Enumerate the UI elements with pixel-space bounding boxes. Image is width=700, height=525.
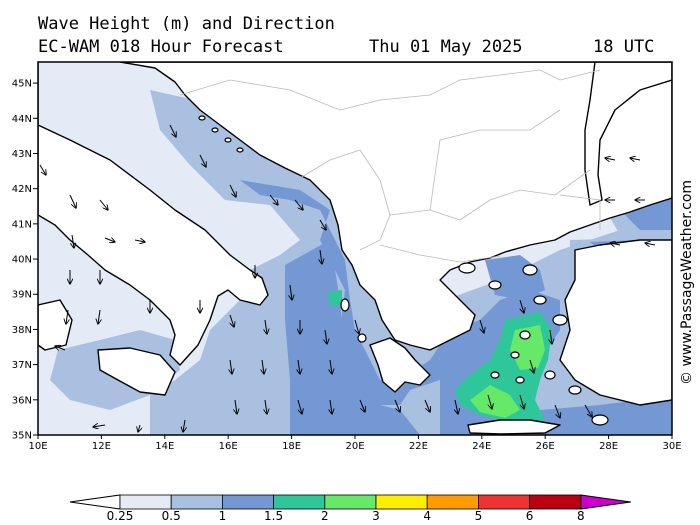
country-borders xyxy=(179,69,601,263)
lat-label: 44N xyxy=(12,114,32,125)
lat-label: 36N xyxy=(12,395,32,406)
lat-label: 40N xyxy=(12,255,32,266)
forecast-time: 18 UTC xyxy=(593,37,655,57)
legend-label: 1 xyxy=(219,509,227,523)
axis-ticks xyxy=(33,82,673,439)
legend-label: 0.5 xyxy=(162,509,181,523)
lat-label: 38N xyxy=(12,325,32,336)
lat-label: 43N xyxy=(12,149,32,160)
lat-label: 39N xyxy=(12,290,32,301)
legend-swatch xyxy=(477,494,530,510)
longitude-labels: 10E 12E 14E 16E 18E 20E 22E 24E 26E 28E 30E xyxy=(28,441,681,452)
legend-label: 6 xyxy=(526,509,534,523)
legend-swatch xyxy=(375,494,428,510)
legend-label: 1.5 xyxy=(264,509,283,523)
lat-label: 35N xyxy=(12,431,32,442)
lon-label: 28E xyxy=(599,441,618,452)
lon-label: 20E xyxy=(345,441,364,452)
legend-swatch xyxy=(529,494,582,510)
legend-label: 0.25 xyxy=(107,509,134,523)
lat-label: 42N xyxy=(12,184,32,195)
legend-label: 5 xyxy=(475,509,483,523)
lon-label: 10E xyxy=(28,441,47,452)
lat-label: 37N xyxy=(12,360,32,371)
legend-swatch xyxy=(221,494,274,510)
coastline xyxy=(38,62,672,435)
lon-label: 16E xyxy=(219,441,238,452)
legend-label: 2 xyxy=(321,509,329,523)
latitude-labels: 35N 36N 37N 38N 39N 40N 41N 42N 43N 44N 45N xyxy=(12,79,32,442)
lon-label: 18E xyxy=(282,441,301,452)
forecast-date: Thu 01 May 2025 xyxy=(369,37,523,57)
lon-label: 12E xyxy=(92,441,111,452)
legend-swatch xyxy=(324,494,377,510)
lon-label: 24E xyxy=(472,441,491,452)
lon-label: 22E xyxy=(409,441,428,452)
legend-label: 8 xyxy=(577,509,585,523)
credit-text: © www.PassageWeather.com xyxy=(679,179,695,385)
legend-swatch xyxy=(273,494,326,510)
legend-label: 4 xyxy=(423,509,431,523)
lat-label: 41N xyxy=(12,219,32,230)
islands xyxy=(198,115,609,426)
forecast-model: EC-WAM 018 Hour Forecast xyxy=(38,37,284,57)
lon-label: 30E xyxy=(662,441,681,452)
wave-height-legend: 0.25 0.5 1 1.5 2 3 4 5 6 8 xyxy=(69,494,631,523)
legend-swatch xyxy=(119,494,172,510)
map-title: Wave Height (m) and Direction xyxy=(38,14,335,34)
wave-direction-arrows xyxy=(39,124,656,432)
legend-high-arrow xyxy=(580,494,631,510)
legend-swatch xyxy=(170,494,223,510)
lat-label: 45N xyxy=(12,79,32,90)
lon-label: 14E xyxy=(155,441,174,452)
legend-low-arrow xyxy=(69,494,121,510)
lon-label: 26E xyxy=(536,441,555,452)
legend-swatch xyxy=(426,494,479,510)
legend-label: 3 xyxy=(372,509,380,523)
